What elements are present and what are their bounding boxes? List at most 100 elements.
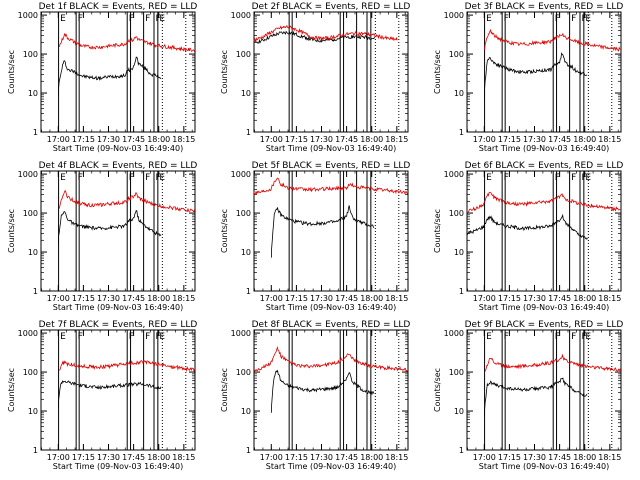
y-tick-label: 1 [459, 128, 464, 137]
events-series-line [466, 213, 588, 243]
segment-marker-label: E [60, 332, 66, 342]
lld-series-line [59, 360, 196, 373]
plot-frame [40, 170, 196, 292]
x-tick-label: 17:00 [47, 294, 70, 303]
x-axis-label: Start Time (09-Nov-03 16:49:40) [266, 462, 396, 471]
y-tick-label: 10 [241, 89, 251, 98]
y-tick-label: 100 [449, 209, 464, 218]
x-tick-label: 17:30 [97, 135, 120, 144]
plot-frame [466, 170, 622, 292]
y-tick-label: 1000 [231, 329, 251, 338]
x-tick-label: 17:45 [122, 135, 145, 144]
x-tick-label: 17:30 [97, 453, 120, 462]
events-series-line [484, 377, 588, 417]
y-tick-label: 1 [459, 446, 464, 455]
x-axis-label: Start Time (09-Nov-03 16:49:40) [53, 462, 183, 471]
x-tick-label: 18:00 [573, 453, 596, 462]
x-tick-label: 17:15 [285, 453, 308, 462]
segment-marker-label: F [555, 332, 560, 342]
x-tick-label: 17:45 [122, 294, 145, 303]
segment-marker-label: F [504, 332, 509, 342]
segment-marker-label: F [78, 173, 83, 183]
plot-frame [40, 329, 196, 451]
lld-series-line [253, 25, 398, 42]
x-tick-label: 18:00 [360, 453, 383, 462]
x-tick-label: 18:00 [360, 135, 383, 144]
y-tick-label: 1000 [18, 170, 38, 179]
x-tick-label: 18:00 [147, 453, 170, 462]
x-axis-label: Start Time (09-Nov-03 16:49:40) [266, 144, 396, 153]
y-axis-label: Counts/sec [220, 50, 229, 94]
x-tick-label: 17:00 [260, 453, 283, 462]
x-tick-label: 17:45 [548, 294, 571, 303]
y-axis-label: Counts/sec [7, 368, 16, 412]
events-series-line [58, 56, 162, 95]
panel-title: Det 9f BLACK = Events, RED = LLD [465, 320, 624, 330]
panel-title: Det 8f BLACK = Events, RED = LLD [252, 320, 411, 330]
y-tick-label: 1 [246, 446, 251, 455]
x-tick-label: 17:45 [548, 453, 571, 462]
detector-panel: Det 2f BLACK = Events, RED = LLD 1 10 100 10… [220, 2, 410, 153]
x-tick-label: 17:15 [72, 294, 95, 303]
x-tick-label: 18:15 [385, 453, 408, 462]
detector-panel: Det 5f BLACK = Events, RED = LLD 1 10 100 10… [220, 161, 410, 312]
plot-frame [466, 11, 622, 133]
lld-series-line [485, 353, 622, 372]
y-tick-label: 10 [241, 407, 251, 416]
x-tick-label: 17:15 [285, 135, 308, 144]
x-axis-label: Start Time (09-Nov-03 16:49:40) [266, 303, 396, 312]
segment-marker-label: F [145, 14, 150, 24]
y-tick-label: 1000 [18, 11, 38, 20]
y-tick-label: 100 [236, 368, 251, 377]
y-tick-label: 100 [449, 50, 464, 59]
segment-marker-label: F [129, 14, 134, 24]
panel-title: Det 3f BLACK = Events, RED = LLD [465, 2, 624, 12]
x-tick-label: 17:30 [523, 294, 546, 303]
y-tick-label: 1000 [231, 170, 251, 179]
x-tick-label: 17:15 [72, 453, 95, 462]
segment-marker-label: F [571, 14, 576, 24]
lld-series-line [484, 28, 621, 52]
y-tick-label: 10 [28, 89, 38, 98]
x-tick-label: 17:15 [72, 135, 95, 144]
plot-frame [253, 11, 409, 133]
y-tick-label: 100 [449, 368, 464, 377]
panel-title: Det 4f BLACK = Events, RED = LLD [39, 161, 198, 171]
x-tick-label: 18:00 [147, 135, 170, 144]
events-series-line [271, 205, 375, 258]
y-axis-label: Counts/sec [433, 209, 442, 253]
x-axis-label: Start Time (09-Nov-03 16:49:40) [53, 303, 183, 312]
panel-title: Det 1f BLACK = Events, RED = LLD [39, 2, 198, 12]
y-tick-label: 1000 [444, 329, 464, 338]
y-tick-label: 1 [33, 446, 38, 455]
x-tick-label: 18:00 [147, 294, 170, 303]
events-series-line [58, 209, 162, 246]
segment-marker-label: E [60, 14, 66, 24]
segment-marker-label: F [145, 173, 150, 183]
segment-marker-label: F [571, 173, 576, 183]
segment-marker-label: F [504, 173, 509, 183]
panel-title: Det 7f BLACK = Events, RED = LLD [39, 320, 198, 330]
x-tick-label: 17:30 [310, 294, 333, 303]
lld-series-line [59, 33, 196, 53]
y-tick-label: 10 [454, 407, 464, 416]
x-tick-label: 18:15 [598, 135, 621, 144]
panel-title: Det 6f BLACK = Events, RED = LLD [465, 161, 624, 171]
plot-frame [253, 170, 409, 292]
x-tick-label: 18:15 [598, 294, 621, 303]
x-tick-label: 18:15 [172, 135, 195, 144]
x-tick-label: 17:30 [310, 453, 333, 462]
y-axis-label: Counts/sec [220, 368, 229, 412]
y-tick-label: 100 [236, 50, 251, 59]
segment-marker-label: F [78, 14, 83, 24]
x-tick-label: 17:15 [498, 453, 521, 462]
y-tick-label: 10 [28, 248, 38, 257]
segment-marker-label: F [504, 14, 509, 24]
lld-series-line [59, 190, 196, 213]
y-tick-label: 100 [23, 209, 38, 218]
y-tick-label: 1000 [444, 11, 464, 20]
x-tick-label: 17:00 [260, 135, 283, 144]
detector-panel: Det 6f BLACK = Events, RED = LLD 1 10 100 10… [433, 161, 623, 312]
y-axis-label: Counts/sec [433, 50, 442, 94]
